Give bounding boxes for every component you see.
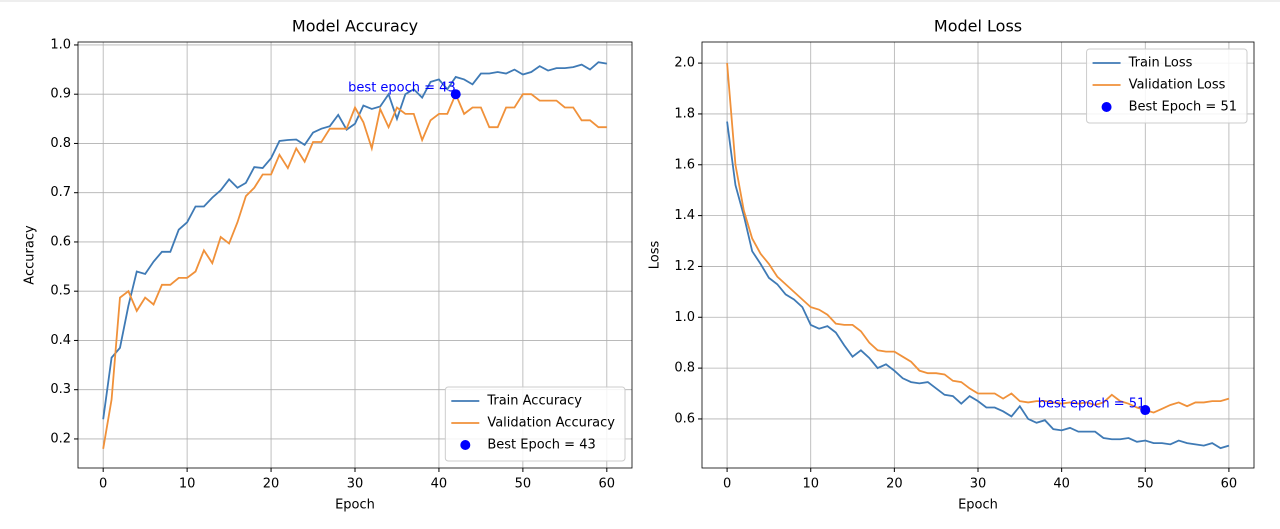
x-axis-label: Epoch — [958, 498, 998, 513]
legend-marker — [460, 440, 471, 450]
x-tick-label: 0 — [723, 477, 731, 492]
best-epoch-point — [450, 89, 461, 100]
series-line — [102, 61, 607, 420]
x-tick-label: 60 — [599, 477, 616, 492]
y-tick-label: 0.6 — [50, 234, 71, 249]
legend-label: Best Epoch = 51 — [1129, 100, 1237, 115]
y-tick-label: 0.8 — [674, 361, 695, 376]
y-tick-label: 0.7 — [50, 185, 71, 200]
y-axis-label: Accuracy — [23, 225, 38, 285]
y-axis-label: Loss — [648, 241, 663, 270]
legend: Train Accuracy Validation Accuracy Best Ep… — [444, 386, 626, 462]
x-tick-label: 10 — [802, 477, 819, 492]
y-tick-label: 0.4 — [50, 333, 71, 348]
legend-label: Validation Accuracy — [487, 416, 615, 431]
best-epoch-point — [1140, 405, 1151, 416]
y-tick-label: 0.3 — [50, 382, 71, 397]
y-tick-label: 1.4 — [674, 208, 695, 223]
x-axis-label: Epoch — [335, 498, 375, 513]
x-tick-label: 0 — [99, 477, 107, 492]
legend-label: Train Accuracy — [486, 394, 582, 409]
legend-item: Validation Loss — [1092, 78, 1226, 93]
y-tick-label: 1.6 — [674, 157, 695, 172]
y-tick-label: 0.5 — [50, 284, 71, 299]
y-tick-label: 0.2 — [50, 431, 71, 446]
x-tick-label: 60 — [1221, 477, 1238, 492]
legend-marker — [1101, 102, 1112, 112]
plot-frame — [77, 41, 633, 469]
chart-title: Model Accuracy — [292, 17, 418, 36]
y-tick-label: 0.6 — [674, 411, 695, 426]
y-tick-label: 1.0 — [50, 37, 71, 52]
legend-item: Best Epoch = 51 — [1101, 100, 1237, 115]
chart-title: Model Loss — [934, 17, 1022, 36]
plot-frame — [701, 41, 1255, 469]
x-tick-label: 10 — [179, 477, 196, 492]
series-line — [726, 121, 1230, 450]
x-tick-label: 40 — [431, 477, 448, 492]
x-tick-label: 40 — [1053, 477, 1070, 492]
y-tick-label: 1.8 — [674, 106, 695, 121]
y-tick-label: 0.8 — [50, 136, 71, 151]
legend-item: Train Loss — [1092, 56, 1193, 71]
legend-label: Best Epoch = 43 — [487, 438, 595, 453]
legend: Train Loss Validation Loss Best Epoch = 51 — [1086, 48, 1248, 124]
annotation: best epoch = 43 — [348, 81, 456, 96]
x-tick-label: 30 — [347, 477, 364, 492]
legend-box — [1086, 48, 1248, 124]
legend-item: Best Epoch = 43 — [460, 438, 596, 453]
legend-item: Validation Accuracy — [451, 416, 615, 431]
annotation: best epoch = 51 — [1038, 397, 1146, 412]
legend-item: Train Accuracy — [451, 394, 582, 409]
y-tick-label: 1.0 — [674, 310, 695, 325]
legend-label: Validation Loss — [1129, 78, 1226, 93]
x-tick-label: 20 — [886, 477, 903, 492]
series-line — [102, 91, 607, 449]
x-tick-label: 20 — [263, 477, 280, 492]
y-tick-label: 1.2 — [674, 259, 695, 274]
legend-box — [444, 386, 626, 462]
x-tick-label: 50 — [1137, 477, 1154, 492]
y-tick-label: 0.9 — [50, 87, 71, 102]
x-tick-label: 30 — [970, 477, 987, 492]
legend-label: Train Loss — [1128, 56, 1193, 71]
x-tick-label: 50 — [515, 477, 532, 492]
y-tick-label: 2.0 — [674, 56, 695, 71]
